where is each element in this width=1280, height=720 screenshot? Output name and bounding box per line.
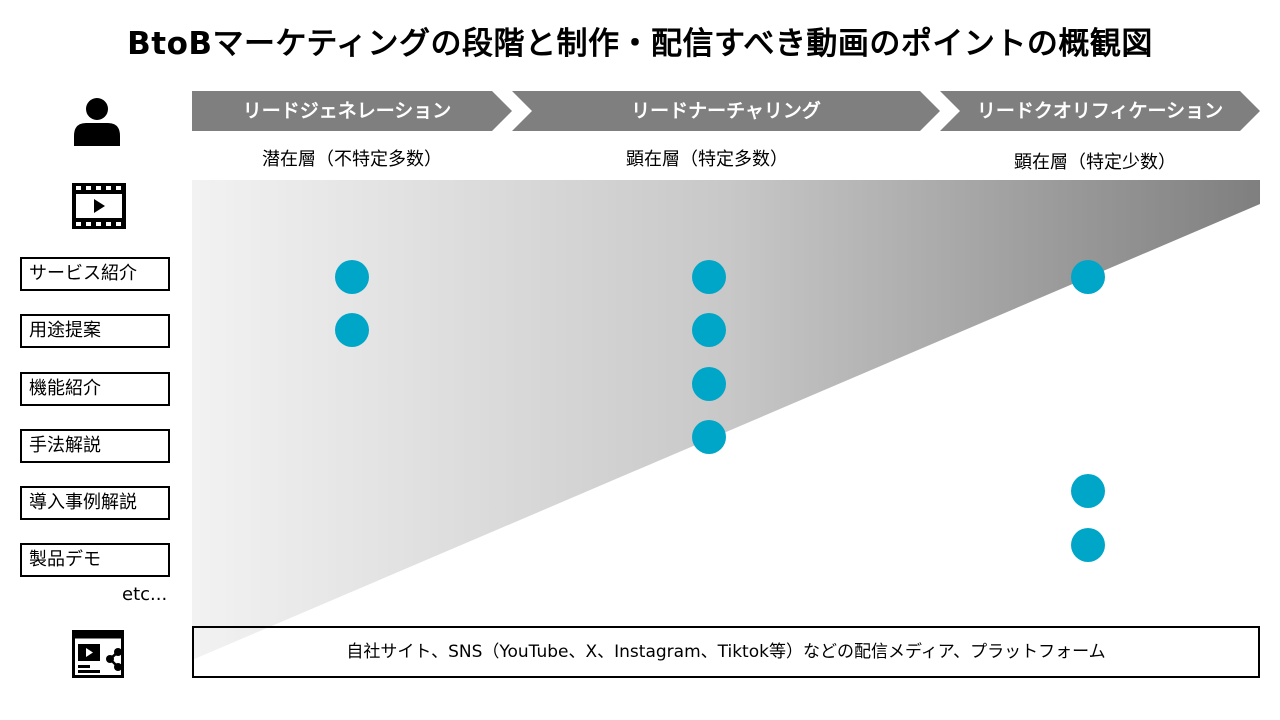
segment-label: 顕在層（特定多数） <box>626 149 788 170</box>
etc-label: etc... <box>122 584 168 605</box>
dot-product-demo-qualification <box>1071 528 1105 562</box>
dot-service-intro-generation <box>335 260 369 294</box>
video-film-icon <box>72 183 126 229</box>
dot-use-case-nurturing <box>692 313 726 347</box>
dot-case-study-qualification <box>1071 474 1105 508</box>
platform-box: 自社サイト、SNS（YouTube、X、Instagram、Tiktok等）など… <box>192 626 1260 678</box>
person-icon <box>72 96 122 146</box>
stage-arrow-lead-qualification: リードクオリフィケーション <box>940 91 1260 131</box>
page-title: BtoBマーケティングの段階と制作・配信すべき動画のポイントの概観図 <box>127 26 1153 62</box>
dot-method-explanation-nurturing <box>692 420 726 454</box>
segment-label: 顕在層（特定少数） <box>1014 152 1176 173</box>
stage-label: リードクオリフィケーション <box>976 100 1224 122</box>
video-share-icon <box>72 630 126 678</box>
segment-label: 潜在層（不特定多数） <box>262 149 442 170</box>
content-type-feature-intro: 機能紹介 <box>20 372 170 406</box>
dot-service-intro-qualification <box>1071 260 1105 294</box>
dot-use-case-generation <box>335 313 369 347</box>
stage-arrow-lead-nurturing: リードナーチャリング <box>512 91 940 131</box>
dot-service-intro-nurturing <box>692 260 726 294</box>
content-type-product-demo: 製品デモ <box>20 543 170 577</box>
stage-label: リードジェネレーション <box>242 100 452 122</box>
content-type-case-study: 導入事例解説 <box>20 486 170 520</box>
content-type-use-case: 用途提案 <box>20 314 170 348</box>
dot-feature-intro-nurturing <box>692 367 726 401</box>
stage-label: リードナーチャリング <box>631 100 821 122</box>
content-type-service-intro: サービス紹介 <box>20 257 170 291</box>
content-type-method-explanation: 手法解説 <box>20 429 170 463</box>
stage-arrow-lead-generation: リードジェネレーション <box>192 91 512 131</box>
funnel-gradient-shape <box>192 180 1260 660</box>
